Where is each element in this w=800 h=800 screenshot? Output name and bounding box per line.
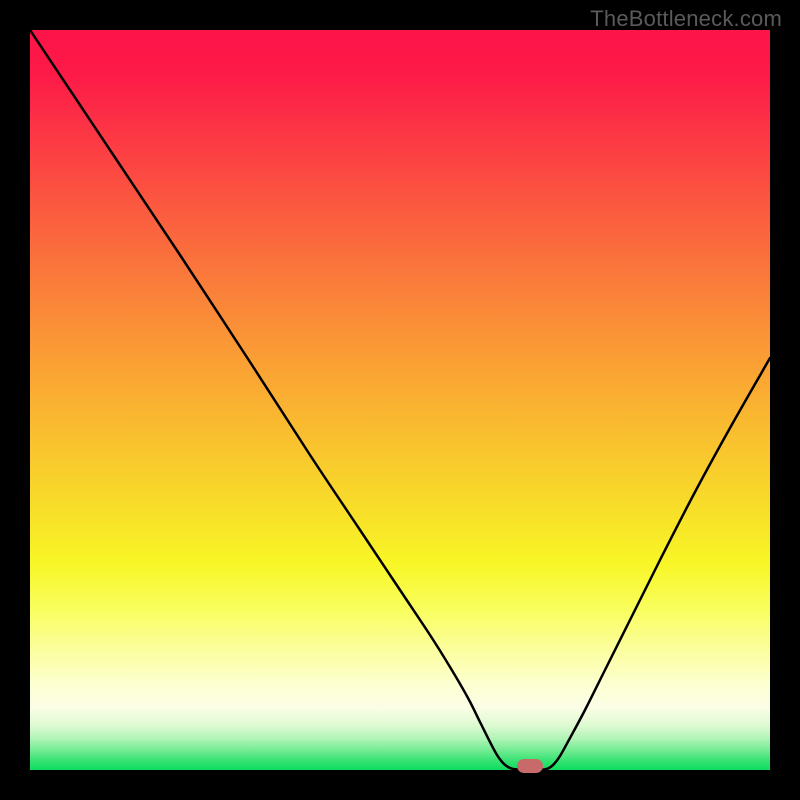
- watermark-text: TheBottleneck.com: [590, 6, 782, 32]
- optimal-point-marker: [517, 759, 543, 773]
- plot-area: [30, 30, 770, 770]
- bottleneck-curve: [30, 30, 770, 770]
- chart-frame: TheBottleneck.com: [0, 0, 800, 800]
